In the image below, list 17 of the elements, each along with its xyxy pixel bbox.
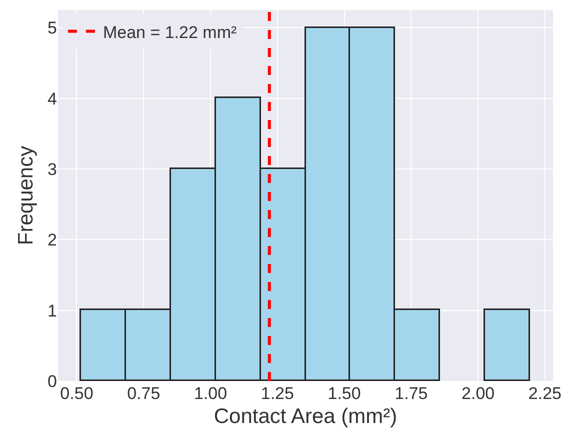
x-tick-label: 2.00 [462, 384, 495, 403]
y-axis-title: Frequency [14, 145, 38, 246]
x-tick-label: 0.50 [60, 384, 94, 403]
x-tick-label: 1.00 [194, 384, 228, 403]
y-tick-label: 2 [48, 230, 57, 250]
x-axis-title: Contact Area (mm²) [214, 405, 398, 428]
x-tick-label: 1.25 [260, 384, 294, 403]
y-tick-label: 1 [48, 301, 57, 320]
y-tick-label: 5 [48, 18, 57, 38]
x-tick-label: 0.75 [127, 384, 160, 403]
y-tick-label: 0 [48, 372, 57, 391]
ref-line-label: Mean = 1.22 mm² [102, 22, 237, 42]
x-tick-label: 2.25 [528, 384, 562, 403]
y-tick-label: 3 [48, 160, 57, 179]
y-tick-label: 4 [48, 89, 57, 108]
x-tick-label: 1.50 [328, 384, 361, 403]
x-tick-label: 1.75 [394, 384, 428, 403]
